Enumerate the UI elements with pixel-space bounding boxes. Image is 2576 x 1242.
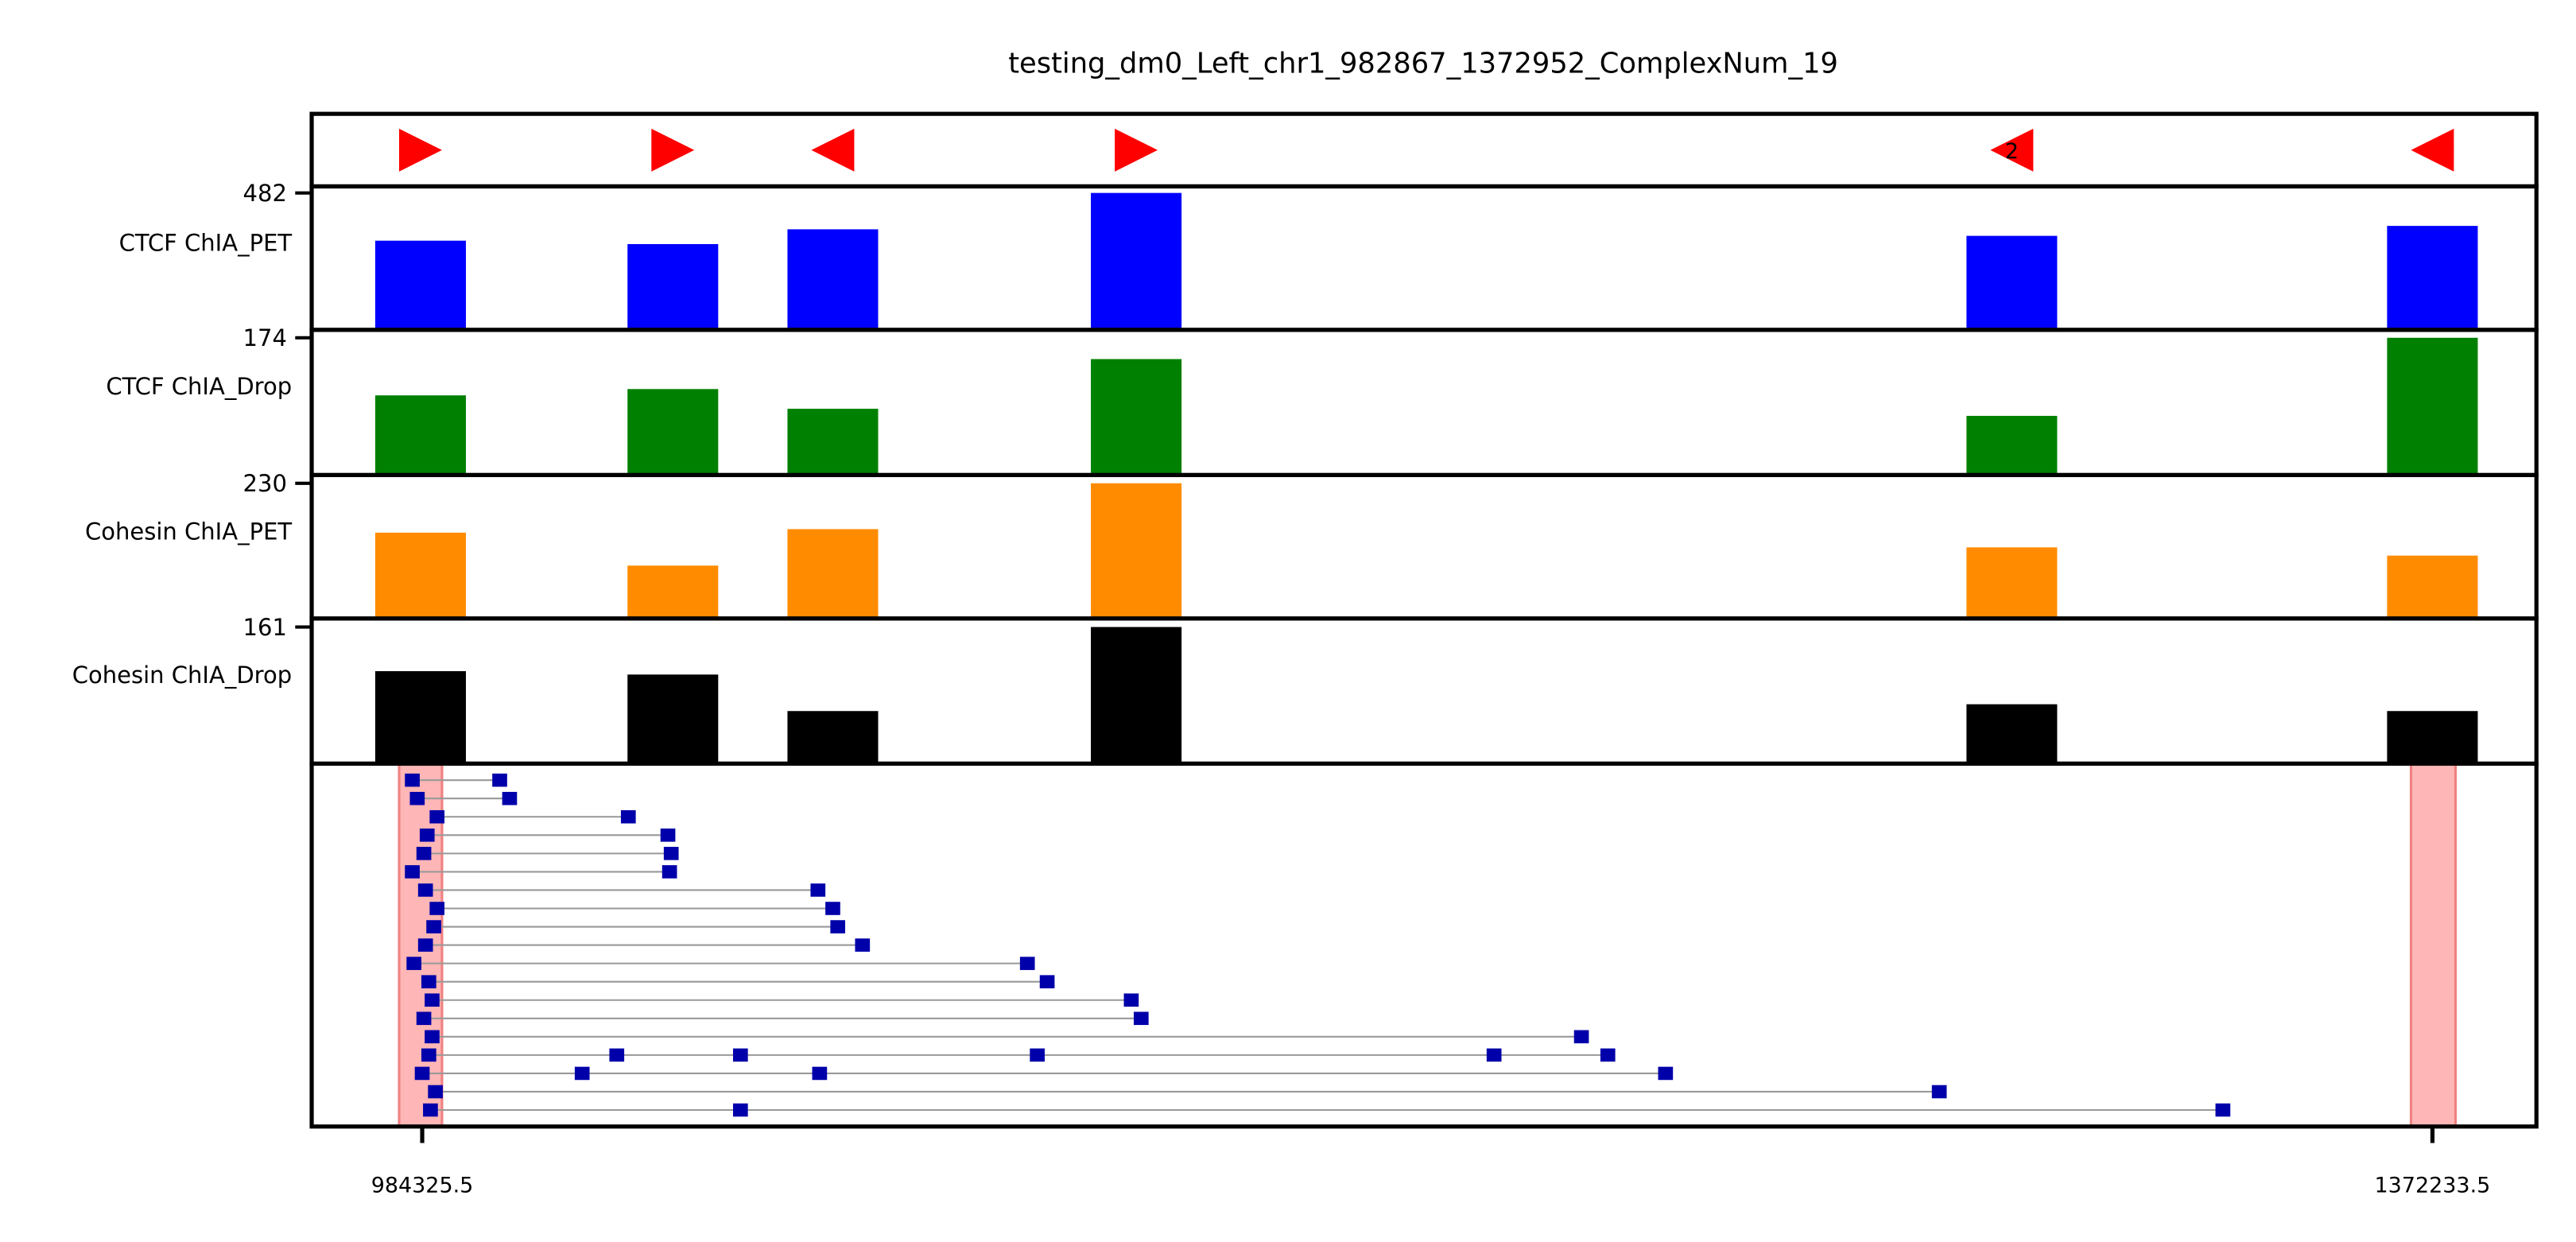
fragment <box>660 829 676 842</box>
fragment <box>855 938 871 952</box>
motif-arrow <box>1990 128 2034 172</box>
fragment <box>423 1103 438 1117</box>
x-tick-label: 1372233.5 <box>2375 1174 2491 1198</box>
signal-bar <box>2387 711 2478 764</box>
chart-title: testing_dm0_Left_chr1_982867_1372952_Com… <box>1008 47 1838 80</box>
signal-bar <box>1966 235 2058 330</box>
fragment <box>2215 1103 2231 1117</box>
fragment <box>1486 1048 1502 1062</box>
fragment <box>1133 1011 1149 1026</box>
y-tick-label: 174 <box>243 324 287 351</box>
signal-bar <box>374 532 466 619</box>
signal-bar <box>627 389 719 475</box>
signal-bar <box>2387 555 2478 619</box>
fragment <box>428 1085 443 1099</box>
fragment <box>425 993 440 1007</box>
fragment <box>825 902 840 915</box>
anchor-region <box>2409 762 2458 1128</box>
signal-bar <box>1091 627 1182 764</box>
signal-bar <box>374 395 466 475</box>
signal-bar <box>787 711 879 764</box>
track-label: CTCF ChIA_PET <box>119 229 293 256</box>
fragment <box>416 847 432 860</box>
complex-panel <box>309 761 2539 1129</box>
fragment <box>1573 1030 1589 1044</box>
fragment <box>620 809 636 824</box>
fragment <box>812 1066 828 1081</box>
signal-bar <box>374 671 466 764</box>
fragment <box>661 865 677 879</box>
track-label: Cohesin ChIA_PET <box>85 518 292 545</box>
fragment <box>429 902 445 915</box>
signal-bar <box>1966 416 2058 475</box>
fragment <box>425 1030 440 1044</box>
fragment <box>417 883 433 897</box>
signal-bar <box>1091 483 1182 619</box>
signal-bar <box>2387 337 2478 475</box>
signal-bar <box>787 529 879 619</box>
signal-bar <box>627 565 719 619</box>
fragment <box>732 1103 748 1117</box>
track-label: CTCF ChIA_Drop <box>106 373 292 400</box>
fragment <box>492 773 507 787</box>
fragment <box>414 1066 430 1081</box>
fragment <box>409 791 425 805</box>
fragment <box>810 883 826 897</box>
motif-arrow <box>2411 128 2454 172</box>
y-tick-label: 482 <box>243 180 287 207</box>
fragment <box>1658 1066 1674 1081</box>
signal-bar <box>1091 192 1182 330</box>
signal-bar <box>787 409 879 475</box>
fragment <box>416 1011 432 1026</box>
motif-panel <box>309 111 2539 189</box>
fragment <box>1931 1085 1947 1099</box>
fragment <box>405 773 420 787</box>
fragment <box>574 1066 590 1081</box>
fragment <box>1019 957 1035 970</box>
motif-arrow <box>1115 128 1158 172</box>
fragment <box>426 920 441 933</box>
motif-arrow <box>811 128 855 172</box>
fragment <box>406 957 422 970</box>
track-label: Cohesin ChIA_Drop <box>72 662 292 689</box>
y-tick-label: 230 <box>243 470 287 497</box>
signal-bar <box>627 674 719 764</box>
x-tick-label: 984325.5 <box>371 1174 474 1198</box>
y-tick-label: 161 <box>243 614 287 641</box>
fragment <box>732 1048 748 1062</box>
fragment <box>419 829 435 842</box>
signal-bar <box>787 229 879 330</box>
motif-arrow <box>398 128 442 172</box>
motif-arrow <box>651 128 695 172</box>
signal-bar <box>1091 359 1182 475</box>
signal-bar <box>2387 226 2478 330</box>
fragment <box>1039 975 1055 988</box>
signal-bar <box>1966 704 2058 764</box>
fragment <box>1600 1048 1616 1062</box>
signal-bar <box>374 240 466 330</box>
fragment <box>405 865 420 879</box>
fragment <box>1030 1048 1045 1062</box>
motif-label: 2 <box>2005 139 2019 164</box>
signal-bar <box>1966 547 2058 619</box>
fragment <box>830 920 846 933</box>
fragment <box>421 975 436 988</box>
signal-bar <box>627 243 719 330</box>
fragment <box>417 938 433 952</box>
fragment <box>502 791 518 805</box>
fragment <box>663 847 679 860</box>
fragment <box>609 1048 625 1062</box>
fragment <box>1123 993 1139 1007</box>
fragment <box>429 809 445 824</box>
fragment <box>421 1048 436 1062</box>
